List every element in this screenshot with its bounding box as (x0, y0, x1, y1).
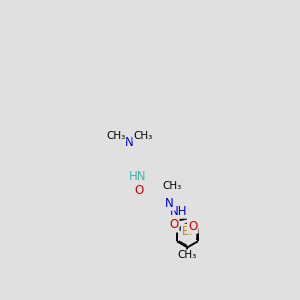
Text: Br: Br (182, 225, 195, 238)
Text: CH₃: CH₃ (162, 181, 182, 191)
Text: O: O (135, 184, 144, 197)
Text: O: O (188, 220, 197, 232)
Text: CH₃: CH₃ (134, 131, 153, 141)
Text: O: O (169, 218, 178, 231)
Text: N: N (125, 136, 134, 149)
Text: CH₃: CH₃ (178, 250, 197, 260)
Text: CH₃: CH₃ (106, 131, 125, 141)
Text: NH: NH (169, 205, 187, 218)
Text: HN: HN (129, 170, 147, 183)
Text: N: N (165, 196, 174, 209)
